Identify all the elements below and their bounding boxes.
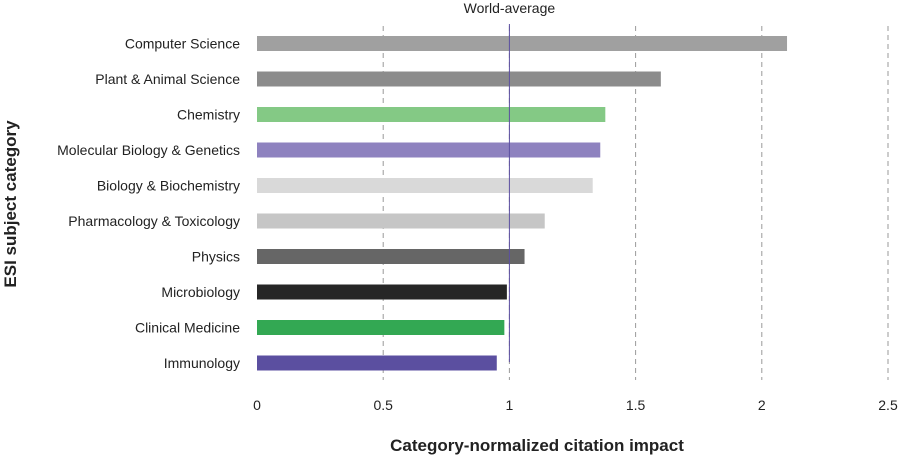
bar [257, 213, 545, 229]
x-tick-label: 0 [253, 397, 261, 413]
category-label: Plant & Animal Science [95, 71, 240, 87]
bar [257, 36, 788, 51]
x-tick-labels: 0 0.5 1 1.5 2 2.5 [253, 397, 898, 413]
x-tick-label: 0.5 [373, 397, 393, 413]
x-tick-label: 1.5 [626, 397, 646, 413]
world-average-label: World-average [464, 0, 556, 16]
bar [257, 249, 525, 264]
category-label: Biology & Biochemistry [97, 178, 240, 194]
bar [257, 71, 661, 87]
bar [257, 320, 505, 335]
bar [257, 107, 606, 122]
y-axis-title: ESI subject category [1, 120, 20, 288]
bars [257, 36, 788, 371]
reference-line-group: World-average [464, 0, 556, 362]
bar [257, 178, 593, 193]
x-tick-label: 2 [758, 397, 766, 413]
x-tick-label: 2.5 [878, 397, 898, 413]
category-label: Physics [192, 249, 240, 265]
x-axis-title: Category-normalized citation impact [390, 436, 684, 455]
category-labels: Computer Science Plant & Animal Science Ch… [57, 36, 240, 372]
x-tick-label: 1 [506, 397, 514, 413]
bar [257, 142, 601, 158]
category-label: Immunology [164, 355, 240, 371]
category-label: Pharmacology & Toxicology [68, 213, 240, 229]
bar [257, 355, 497, 371]
category-label: Computer Science [125, 36, 240, 52]
category-label: Clinical Medicine [135, 320, 240, 336]
category-label: Microbiology [161, 284, 240, 300]
bar [257, 284, 507, 300]
category-label: Molecular Biology & Genetics [57, 142, 240, 158]
category-label: Chemistry [177, 107, 240, 123]
